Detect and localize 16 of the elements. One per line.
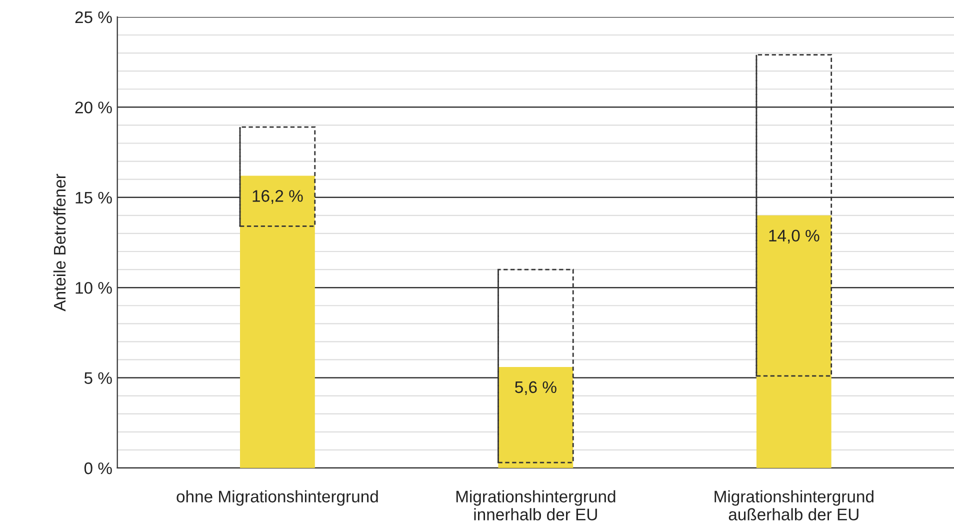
y-tick-label: 5 % [84, 372, 112, 384]
data-label: 5,6 % [515, 381, 556, 396]
bar [240, 176, 315, 468]
y-tick-label: 10 % [76, 282, 112, 294]
data-label: 14,0 % [769, 230, 820, 244]
y-axis-title: Anteile Betroffener [53, 174, 66, 312]
data-label: 16,2 % [252, 190, 303, 204]
x-tick-label: ohne Migrationshintergrund [176, 490, 378, 506]
x-tick-label: Migrationshintergrund innerhalb der EU [456, 490, 616, 520]
y-tick-label: 15 % [76, 192, 112, 204]
y-tick-label: 25 % [75, 11, 112, 24]
bar [756, 215, 832, 468]
y-tick-label: 0 % [84, 462, 112, 474]
x-tick-label: Migrationshintergrund außerhalb der EU [714, 490, 874, 520]
bar [498, 366, 574, 468]
y-tick-label: 20 % [75, 102, 112, 114]
